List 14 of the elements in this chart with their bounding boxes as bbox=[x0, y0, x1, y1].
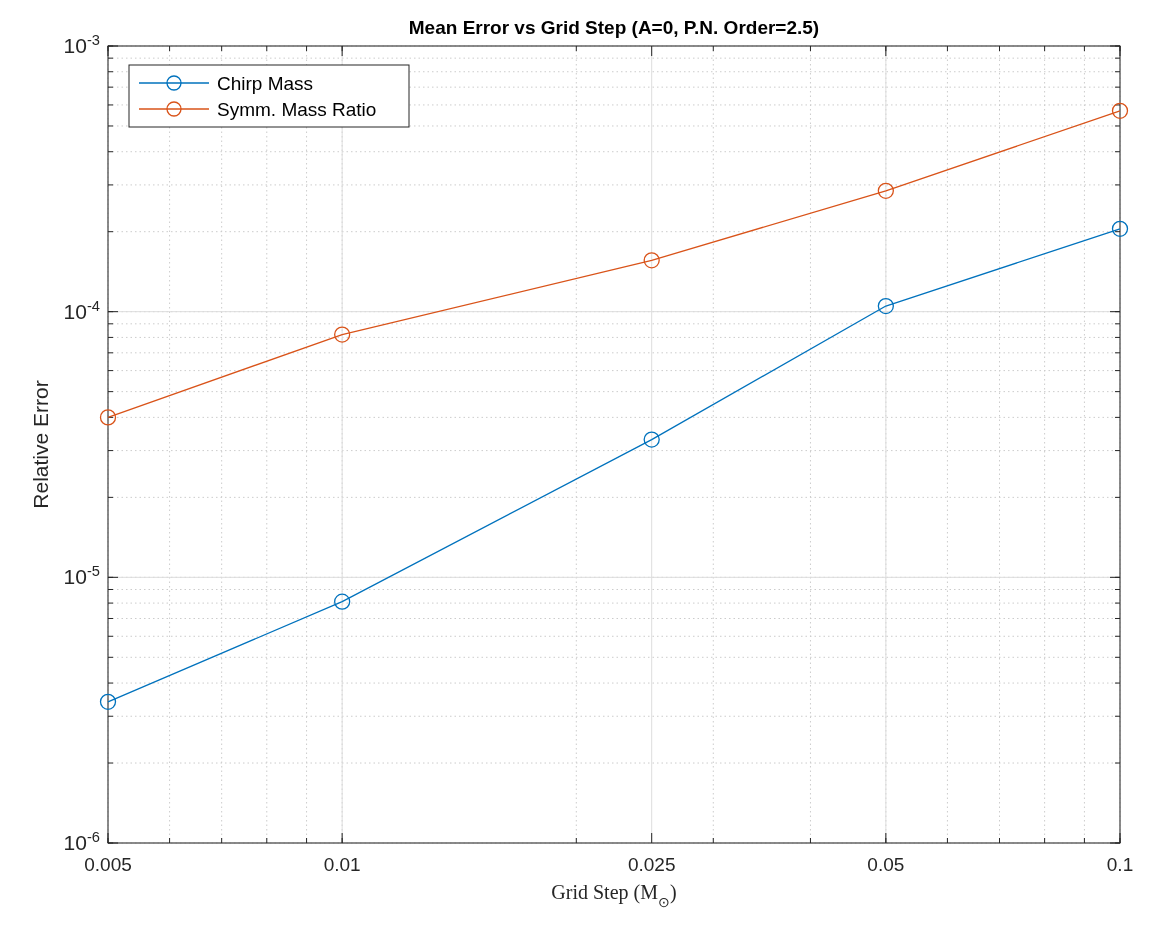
y-tick-label: 10$^{-3}$ bbox=[63, 32, 100, 57]
x-tick-label: 0.01 bbox=[323, 854, 361, 875]
y-tick-label: 10$^{-6}$ bbox=[63, 829, 100, 854]
y-tick-label: 10$^{-4}$ bbox=[63, 297, 100, 323]
x-tick-label: 0.025 bbox=[627, 854, 676, 875]
legend-label: Symm. Mass Ratio bbox=[217, 99, 377, 120]
x-tick-label: 0.05 bbox=[867, 854, 905, 875]
chart-title: Mean Error vs Grid Step (A=0, P.N. Order=2.5) bbox=[408, 17, 820, 38]
x-tick-label: 0.005 bbox=[84, 854, 132, 875]
y-axis-title: Relative Error bbox=[29, 380, 52, 509]
x-tick-label: 0.1 bbox=[1106, 854, 1134, 875]
y-tick-label: 10$^{-5}$ bbox=[63, 563, 100, 589]
x-axis-title: Grid Step (M$_{⊙}$) bbox=[551, 881, 677, 910]
legend-label: Chirp Mass bbox=[217, 73, 314, 94]
